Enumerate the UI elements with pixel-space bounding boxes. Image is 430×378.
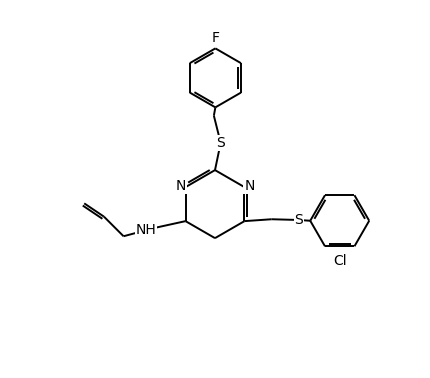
Text: Cl: Cl [333, 254, 347, 268]
Text: NH: NH [136, 223, 157, 237]
Text: F: F [212, 31, 219, 45]
Text: S: S [295, 213, 303, 227]
Text: N: N [175, 179, 186, 194]
Text: N: N [244, 179, 255, 194]
Text: S: S [216, 136, 225, 150]
